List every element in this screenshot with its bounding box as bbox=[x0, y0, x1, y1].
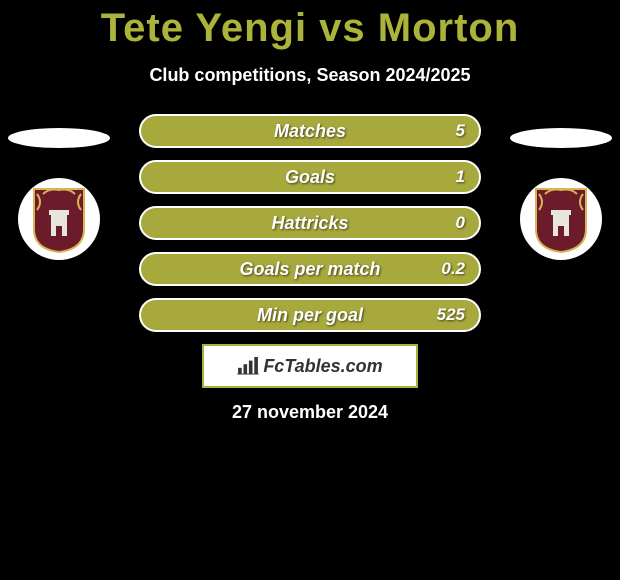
stat-value: 0.2 bbox=[441, 259, 465, 279]
page-title: Tete Yengi vs Morton bbox=[0, 0, 620, 51]
stat-label: Goals per match bbox=[239, 259, 380, 280]
stat-value: 1 bbox=[456, 167, 465, 187]
stat-value: 525 bbox=[437, 305, 465, 325]
stat-value: 5 bbox=[456, 121, 465, 141]
stats-container: Matches 5 Goals 1 Hattricks 0 Goals per match 0… bbox=[0, 114, 620, 332]
stat-label: Matches bbox=[274, 121, 346, 142]
stat-row: Goals 1 bbox=[139, 160, 481, 194]
stat-row: Goals per match 0.2 bbox=[139, 252, 481, 286]
stat-label: Min per goal bbox=[257, 305, 363, 326]
stat-value: 0 bbox=[456, 213, 465, 233]
date: 27 november 2024 bbox=[0, 402, 620, 423]
branding-box[interactable]: FcTables.com bbox=[202, 344, 418, 388]
subtitle: Club competitions, Season 2024/2025 bbox=[0, 65, 620, 86]
stat-row: Matches 5 bbox=[139, 114, 481, 148]
player-placeholder-left bbox=[8, 128, 110, 148]
branding-label: FcTables.com bbox=[263, 356, 382, 377]
stat-label: Goals bbox=[285, 167, 335, 188]
player-placeholder-right bbox=[510, 128, 612, 148]
bar-chart-icon bbox=[237, 357, 259, 375]
stat-row: Min per goal 525 bbox=[139, 298, 481, 332]
club-crest-icon bbox=[531, 184, 591, 254]
club-badge-right bbox=[520, 178, 602, 260]
stat-label: Hattricks bbox=[271, 213, 348, 234]
club-crest-icon bbox=[29, 184, 89, 254]
club-badge-left bbox=[18, 178, 100, 260]
stat-row: Hattricks 0 bbox=[139, 206, 481, 240]
